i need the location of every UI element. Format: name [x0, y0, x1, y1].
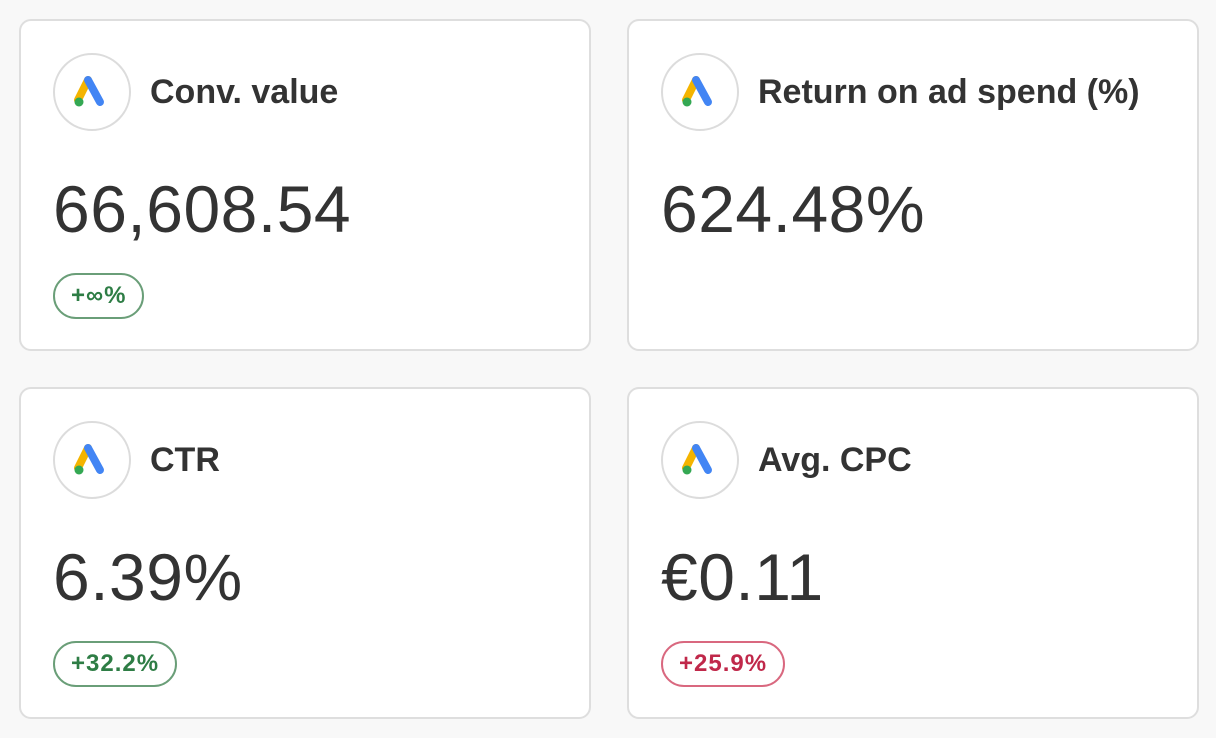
metric-title: Avg. CPC	[758, 441, 912, 479]
metric-title: Return on ad spend (%)	[758, 73, 1140, 111]
metric-card: Return on ad spend (%) 624.48%	[627, 19, 1199, 351]
google-ads-icon	[661, 53, 739, 131]
metric-card: CTR 6.39% +32.2%	[19, 387, 591, 719]
metric-title: CTR	[150, 441, 220, 479]
metric-value: 66,608.54	[53, 172, 352, 246]
metric-card: Avg. CPC €0.11 +25.9%	[627, 387, 1199, 719]
metric-value: €0.11	[661, 540, 824, 614]
metric-value: 624.48%	[661, 172, 926, 246]
metric-card: Conv. value 66,608.54 +∞%	[19, 19, 591, 351]
google-ads-icon	[53, 421, 131, 499]
change-badge: +32.2%	[53, 641, 178, 687]
change-badge: +25.9%	[661, 641, 786, 687]
change-badge: +∞%	[53, 273, 145, 319]
google-ads-icon	[661, 421, 739, 499]
google-ads-icon	[53, 53, 131, 131]
metric-value: 6.39%	[53, 540, 243, 614]
metric-title: Conv. value	[150, 73, 339, 111]
